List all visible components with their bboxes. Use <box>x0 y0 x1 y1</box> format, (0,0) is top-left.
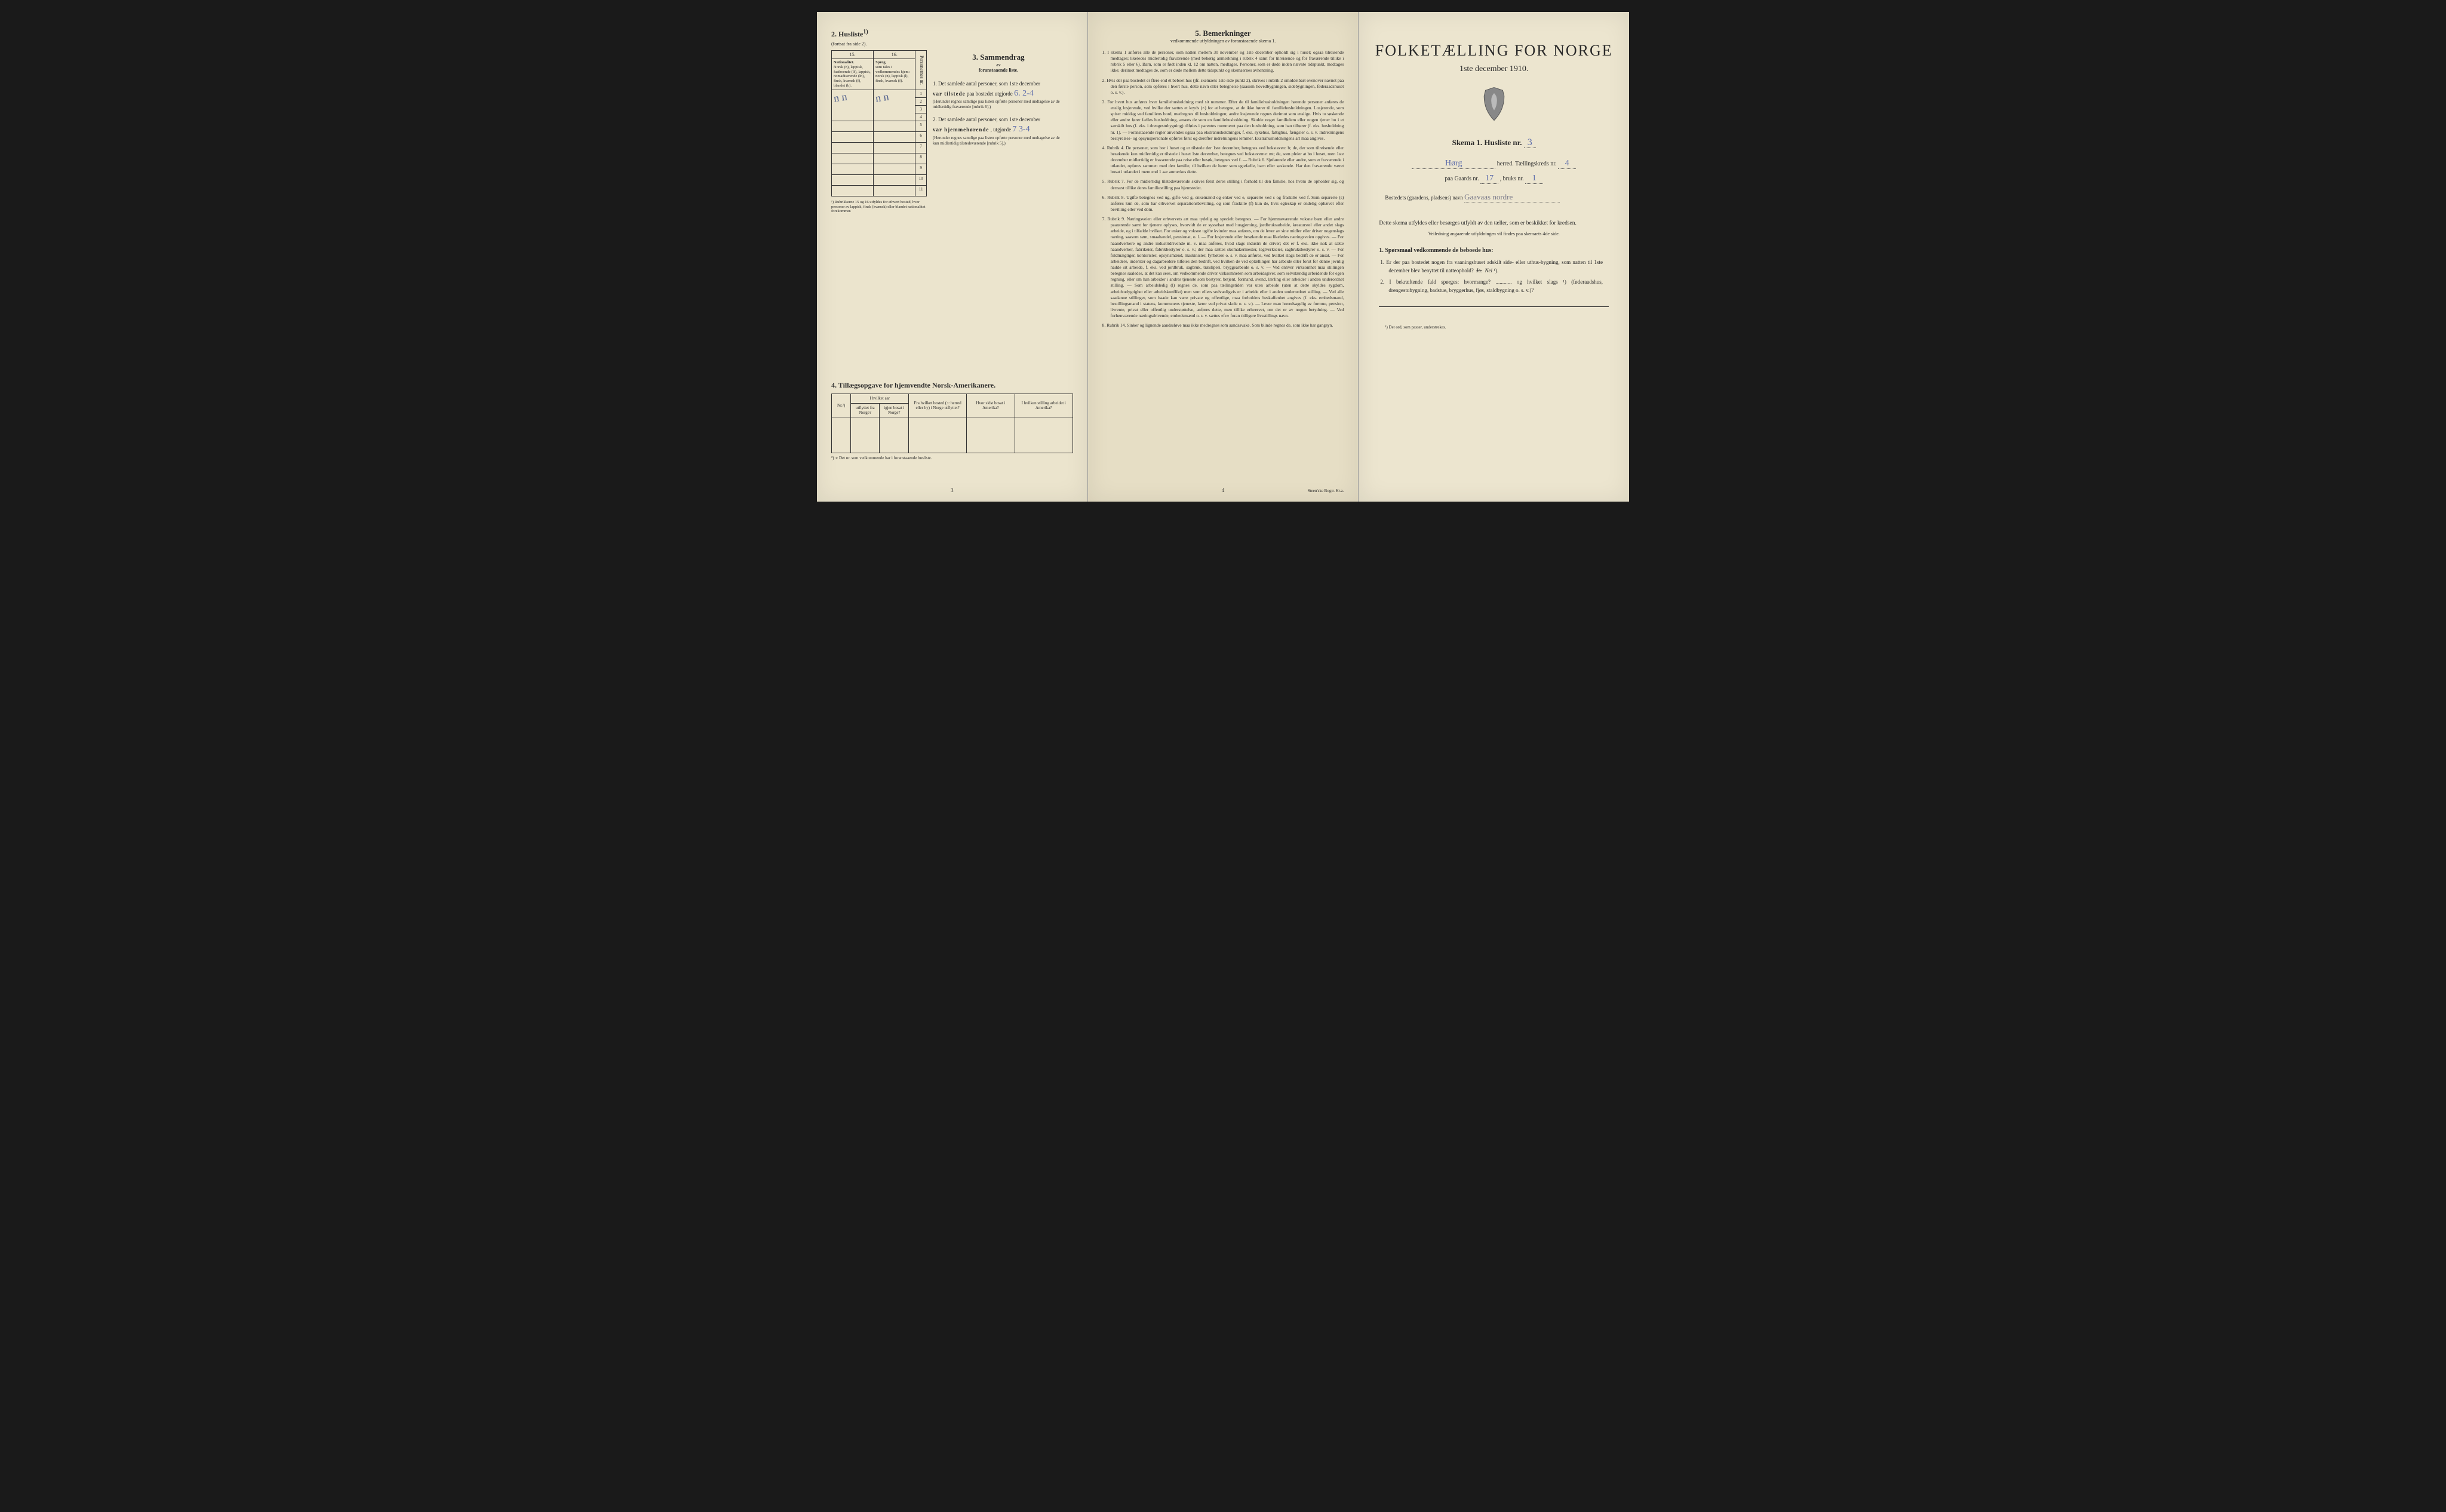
kreds-value: 4 <box>1558 159 1576 169</box>
bosted-value: Gaavaas nordre <box>1464 192 1560 202</box>
section-2-footnote: ¹) Rubrikkerne 15 og 16 utfyldes for eth… <box>831 200 927 214</box>
title-date: 1ste december 1910. <box>1373 64 1615 74</box>
tilstede-value: 6. 2-4 <box>1014 89 1034 98</box>
head-15: Nationalitet. Norsk (n), lappisk, fastbo… <box>832 59 874 90</box>
section-4: 4. Tillægsopgave for hjemvendte Norsk-Am… <box>831 381 1073 460</box>
nationality-table: 15. 16. Personernes nr. Nationalitet. No… <box>831 50 927 196</box>
remark-6: 6. Rubrik 8. Ugifte betegnes ved ug, gif… <box>1102 195 1344 213</box>
section-2-subtitle: (fortsat fra side 2). <box>831 41 1073 47</box>
section-5: 5. Bemerkninger vedkommende utfyldningen… <box>1102 29 1344 328</box>
remark-1: 1. I skema 1 anføres alle de personer, s… <box>1102 50 1344 74</box>
bruk-value: 1 <box>1525 174 1543 184</box>
herred-value: Hørg <box>1412 159 1495 169</box>
remark-8: 8. Rubrik 14. Sinker og lignende aandssl… <box>1102 322 1344 328</box>
herred-line: Hørg herred. Tællingskreds nr. 4 <box>1373 159 1615 169</box>
page-left: 2. Husliste1) (fortsat fra side 2). 15. … <box>817 12 1088 502</box>
col-pers: Personernes nr. <box>915 51 927 90</box>
divider <box>1379 306 1609 307</box>
remark-5: 5. Rubrik 7. For de midlertidig tilstede… <box>1102 179 1344 190</box>
remark-3: 3. For hvert hus anføres hver familiehus… <box>1102 99 1344 142</box>
skema-line: Skema 1. Husliste nr. 3 <box>1373 137 1615 148</box>
footnote-right: ¹) Det ord, som passer, understrekes. <box>1373 325 1615 330</box>
page-right: FOLKETÆLLING FOR NORGE 1ste december 191… <box>1359 12 1629 502</box>
handwriting-mark: n n <box>833 90 848 105</box>
ja-struck: Ja. <box>1476 268 1482 273</box>
section-3: 3. Sammendrag av foranstaaende liste. 1.… <box>933 53 1064 152</box>
summary-item-2: 2. Det samlede antal personer, som 1ste … <box>933 116 1064 146</box>
question-1: 1. Er der paa bostedet nogen fra vaaning… <box>1388 259 1615 275</box>
intro-sub: Veiledning angaaende utfyldningen vil fi… <box>1373 231 1615 236</box>
gaard-value: 17 <box>1480 174 1498 184</box>
col-15: 15. <box>832 51 874 59</box>
col-16: 16. <box>874 51 915 59</box>
summary-item-1: 1. Det samlede antal personer, som 1ste … <box>933 80 1064 110</box>
section-3-sub: av foranstaaende liste. <box>933 62 1064 73</box>
question-header: 1. Spørsmaal vedkommende de beboede hus: <box>1379 247 1615 254</box>
section-2-title: 2. Husliste1) <box>831 29 1073 39</box>
remark-7: 7. Rubrik 9. Næringsveien eller erhverve… <box>1102 216 1344 319</box>
page-middle: 5. Bemerkninger vedkommende utfyldningen… <box>1088 12 1359 502</box>
head-16: Sprog, som tales i vedkommendes hjem: no… <box>874 59 915 90</box>
intro-text: Dette skema utfyldes eller besørges utfy… <box>1373 219 1615 228</box>
main-title: FOLKETÆLLING FOR NORGE <box>1373 42 1615 60</box>
section-4-footnote: ²) ɔ: Det nr. som vedkommende har i fora… <box>831 456 1073 460</box>
tillaeg-table: Nr.²) I hvilket aar Fra hvilket bosted (… <box>831 394 1073 453</box>
section-5-title: 5. Bemerkninger <box>1102 29 1344 38</box>
section-5-subtitle: vedkommende utfyldningen av foranstaaend… <box>1102 38 1344 44</box>
page-number-3: 3 <box>817 487 1087 493</box>
gaard-line: paa Gaards nr. 17 , bruks nr. 1 <box>1373 174 1615 184</box>
document-spread: 2. Husliste1) (fortsat fra side 2). 15. … <box>817 12 1629 502</box>
question-2: 2. I bekræftende fald spørges: hvormange… <box>1388 278 1615 294</box>
remark-4: 4. Rubrik 4. De personer, som bor i huse… <box>1102 145 1344 176</box>
section-3-title: 3. Sammendrag <box>933 53 1064 62</box>
remarks-list: 1. I skema 1 anføres alle de personer, s… <box>1102 50 1344 328</box>
remark-2: 2. Hvis der paa bostedet er flere end ét… <box>1102 78 1344 96</box>
coat-of-arms-icon <box>1373 86 1615 123</box>
printer-mark: Steen'ske Bogtr. Kr.a. <box>1308 488 1344 493</box>
section-4-title: 4. Tillægsopgave for hjemvendte Norsk-Am… <box>831 381 1073 390</box>
bosted-line: Bostedets (gaardens, pladsens) navn Gaav… <box>1373 192 1615 202</box>
husliste-nr: 3 <box>1524 137 1536 148</box>
hjemme-value: 7 3-4 <box>1012 125 1030 134</box>
